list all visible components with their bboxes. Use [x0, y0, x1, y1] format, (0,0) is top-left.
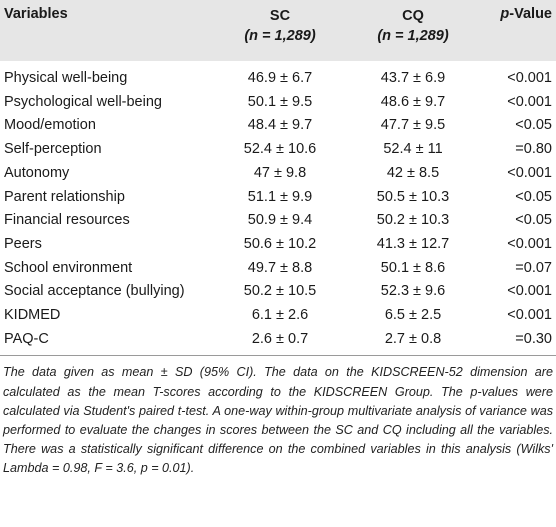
table-row: Parent relationship 51.1 ± 9.9 50.5 ± 10.3… [0, 186, 556, 210]
cell-p-value: <0.001 [507, 283, 552, 300]
header-p-rest: -Value [509, 6, 552, 22]
table-row: Autonomy 47 ± 9.8 42 ± 8.5 <0.001 [0, 162, 556, 186]
cell-cq: 47.7 ± 9.5 [380, 117, 446, 134]
cell-p-value: <0.001 [507, 307, 552, 324]
cell-p-value: =0.80 [515, 141, 552, 158]
header-cq-label: CQ [402, 8, 424, 24]
cell-p-value: <0.05 [515, 188, 552, 205]
cell-p-value: <0.05 [515, 212, 552, 229]
table-row: Physical well-being 46.9 ± 6.7 43.7 ± 6.9 <… [0, 61, 556, 91]
table-row: School environment 49.7 ± 8.8 50.1 ± 8.6 =0… [0, 257, 556, 281]
table-row: KIDMED 6.1 ± 2.6 6.5 ± 2.5 <0.001 [0, 304, 556, 328]
cell-cq: 52.4 ± 11 [383, 141, 443, 158]
cell-cq: 42 ± 8.5 [386, 164, 440, 181]
cell-p-value: <0.001 [507, 164, 552, 181]
results-table: Variables SC (n = 1,289) CQ (n = 1,289) … [0, 0, 556, 351]
cell-cq: 50.2 ± 10.3 [376, 212, 450, 229]
table-row: Social acceptance (bullying) 50.2 ± 10.5 5… [0, 280, 556, 304]
cell-p-value: <0.001 [507, 235, 552, 252]
cell-variable: Physical well-being [4, 70, 128, 86]
cell-variable: Social acceptance (bullying) [4, 283, 185, 300]
cell-sc: 46.9 ± 6.7 [247, 70, 313, 86]
cell-variable: Self-perception [4, 141, 102, 158]
cell-variable: PAQ-C [4, 330, 49, 347]
cell-sc: 50.9 ± 9.4 [247, 212, 313, 229]
cell-cq: 50.1 ± 8.6 [380, 259, 446, 276]
cell-p-value: =0.30 [515, 330, 552, 347]
cell-variable: Parent relationship [4, 188, 125, 205]
cell-p-value: <0.001 [507, 70, 552, 86]
header-sc: SC (n = 1,289) [216, 0, 344, 61]
cell-sc: 49.7 ± 8.8 [247, 259, 313, 276]
cell-variable: Mood/emotion [4, 117, 96, 134]
cell-sc: 50.2 ± 10.5 [243, 283, 317, 300]
cell-cq: 2.7 ± 0.8 [384, 330, 442, 347]
table-header-row: Variables SC (n = 1,289) CQ (n = 1,289) … [0, 0, 556, 61]
cell-variable: Autonomy [4, 164, 70, 181]
header-p-italic: p [500, 6, 510, 22]
table-row: Peers 50.6 ± 10.2 41.3 ± 12.7 <0.001 [0, 233, 556, 257]
cell-sc: 2.6 ± 0.7 [251, 330, 309, 347]
cell-variable: Financial resources [4, 212, 130, 229]
cell-sc: 52.4 ± 10.6 [243, 141, 317, 158]
cell-p-value: <0.001 [507, 93, 552, 110]
table-bottom-rule [0, 355, 556, 357]
cell-cq: 6.5 ± 2.5 [384, 307, 442, 324]
cell-sc: 48.4 ± 9.7 [247, 117, 313, 134]
header-p-value: p-Value [482, 0, 556, 61]
table-row: Psychological well-being 50.1 ± 9.5 48.6 ±… [0, 91, 556, 115]
header-cq-n: (n = 1,289) [377, 28, 449, 44]
cell-sc: 51.1 ± 9.9 [247, 188, 313, 205]
cell-p-value: =0.07 [515, 259, 552, 276]
table-row: Self-perception 52.4 ± 10.6 52.4 ± 11 =0.80 [0, 138, 556, 162]
cell-cq: 48.6 ± 9.7 [380, 93, 446, 110]
table-container: Variables SC (n = 1,289) CQ (n = 1,289) … [0, 0, 556, 476]
cell-variable: KIDMED [4, 307, 61, 324]
cell-cq: 52.3 ± 9.6 [380, 283, 446, 300]
cell-cq: 41.3 ± 12.7 [376, 235, 450, 252]
cell-sc: 50.6 ± 10.2 [243, 235, 317, 252]
header-cq: CQ (n = 1,289) [344, 0, 482, 61]
table-row: PAQ-C 2.6 ± 0.7 2.7 ± 0.8 =0.30 [0, 328, 556, 352]
cell-cq: 43.7 ± 6.9 [380, 70, 446, 86]
cell-variable: School environment [4, 259, 133, 276]
header-sc-n: (n = 1,289) [244, 28, 316, 44]
cell-variable: Peers [4, 235, 42, 252]
cell-p-value: <0.05 [515, 117, 552, 134]
cell-sc: 47 ± 9.8 [253, 164, 307, 181]
table-row: Financial resources 50.9 ± 9.4 50.2 ± 10.3… [0, 209, 556, 233]
cell-cq: 50.5 ± 10.3 [376, 188, 450, 205]
header-variables: Variables [4, 6, 68, 22]
cell-sc: 6.1 ± 2.6 [251, 307, 309, 324]
header-sc-label: SC [269, 8, 291, 24]
table-footnote: The data given as mean ± SD (95% CI). Th… [3, 365, 553, 476]
table-row: Mood/emotion 48.4 ± 9.7 47.7 ± 9.5 <0.05 [0, 114, 556, 138]
cell-variable: Psychological well-being [4, 93, 162, 110]
table-body: Physical well-being 46.9 ± 6.7 43.7 ± 6.9 <… [0, 61, 556, 351]
cell-sc: 50.1 ± 9.5 [247, 93, 313, 110]
